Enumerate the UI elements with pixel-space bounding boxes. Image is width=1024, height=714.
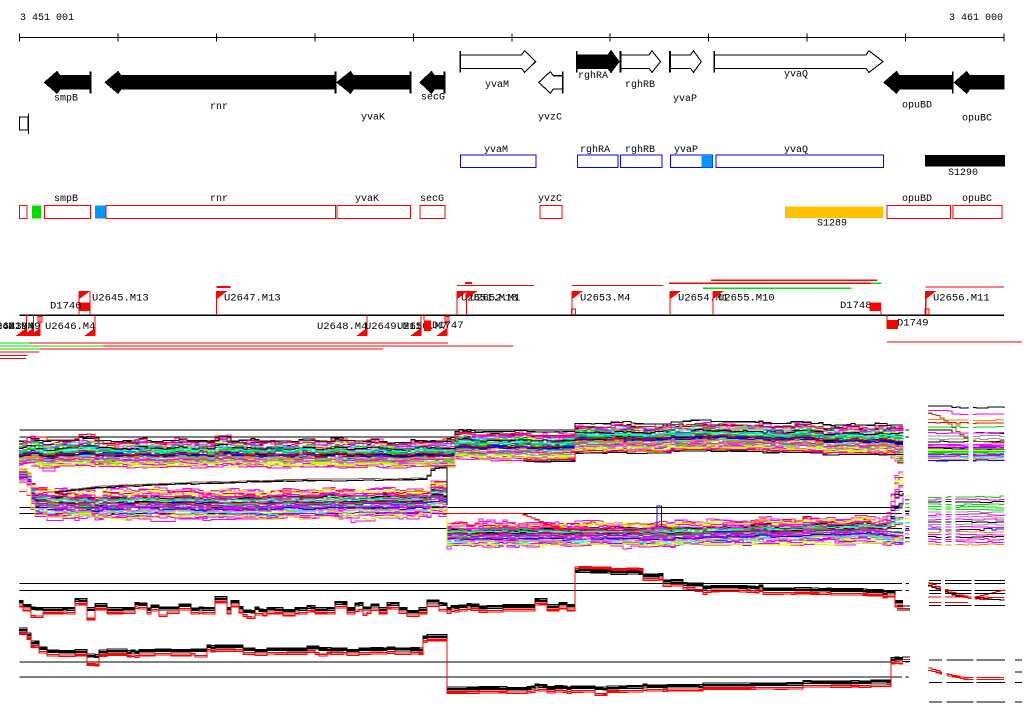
svg-text:U2645.M13: U2645.M13 (92, 293, 149, 305)
svg-text:opuBC: opuBC (962, 194, 992, 205)
svg-text:U2641.M19: U2641.M19 (0, 321, 27, 333)
svg-text:yvaP: yvaP (674, 145, 698, 156)
svg-text:D1747: D1747 (432, 320, 464, 332)
svg-text:rghRA: rghRA (578, 70, 608, 82)
svg-text:rghRA: rghRA (580, 144, 610, 156)
svg-text:yvaQ: yvaQ (784, 70, 808, 81)
svg-text:U2647.M13: U2647.M13 (224, 293, 281, 305)
svg-text:opuBC: opuBC (962, 114, 992, 125)
svg-text:yvaM: yvaM (485, 80, 509, 91)
svg-text:yvzC: yvzC (538, 194, 562, 205)
svg-text:rghRB: rghRB (625, 79, 655, 91)
svg-text:3 451 001: 3 451 001 (20, 13, 74, 24)
svg-text:U2652.M1: U2652.M1 (470, 293, 520, 305)
svg-text:D1746: D1746 (50, 300, 82, 312)
svg-text:secG: secG (421, 93, 445, 104)
svg-text:U2646.M4: U2646.M4 (45, 321, 95, 333)
svg-text:U2643.M9: U2643.M9 (0, 321, 40, 333)
svg-text:opuBD: opuBD (902, 194, 932, 205)
svg-text:U2650.M7: U2650.M7 (397, 321, 447, 333)
svg-text:3 461 000: 3 461 000 (949, 13, 1003, 24)
svg-text:U2653.M4: U2653.M4 (580, 293, 630, 305)
svg-text:U2655.M10: U2655.M10 (718, 293, 775, 305)
svg-text:yvzC: yvzC (538, 113, 562, 124)
svg-text:yvaP: yvaP (673, 94, 697, 105)
svg-text:D1748: D1748 (840, 300, 872, 312)
svg-text:U2648.M4: U2648.M4 (317, 321, 367, 333)
svg-text:D1749: D1749 (897, 318, 929, 330)
svg-text:U2642.M4: U2642.M4 (0, 321, 34, 333)
svg-text:U2651.M18: U2651.M18 (461, 293, 518, 305)
svg-text:yvaM: yvaM (484, 145, 508, 156)
svg-text:S1289: S1289 (817, 219, 847, 230)
svg-text:yvaK: yvaK (355, 194, 379, 205)
svg-text:opuBD: opuBD (902, 101, 932, 112)
svg-text:rnr: rnr (210, 194, 228, 205)
svg-text:rnr: rnr (210, 102, 228, 113)
svg-text:smpB: smpB (54, 194, 78, 205)
svg-text:secG: secG (420, 194, 444, 205)
svg-text:yvaK: yvaK (361, 113, 385, 124)
svg-text:S1290: S1290 (948, 168, 978, 179)
svg-text:smpB: smpB (54, 94, 78, 105)
svg-text:U2656.M11: U2656.M11 (933, 293, 990, 305)
svg-text:rghRB: rghRB (625, 144, 655, 156)
svg-text:U2649.M11: U2649.M11 (365, 321, 422, 333)
svg-text:yvaQ: yvaQ (784, 145, 808, 156)
